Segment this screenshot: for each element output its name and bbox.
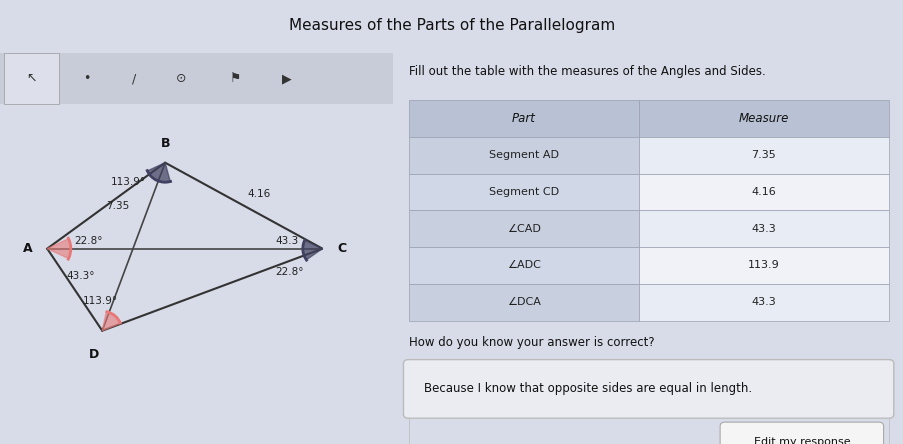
Wedge shape <box>303 240 322 260</box>
Text: 43.3: 43.3 <box>750 297 776 307</box>
Text: 7.35: 7.35 <box>750 150 776 160</box>
Text: A: A <box>23 242 33 255</box>
FancyBboxPatch shape <box>638 100 888 137</box>
Text: 43.3°: 43.3° <box>67 271 95 281</box>
FancyBboxPatch shape <box>638 137 888 174</box>
FancyBboxPatch shape <box>408 210 638 247</box>
FancyBboxPatch shape <box>638 247 888 284</box>
Text: 4.16: 4.16 <box>247 189 271 199</box>
Text: Measure: Measure <box>738 112 788 125</box>
Text: 4.16: 4.16 <box>750 187 776 197</box>
Text: B: B <box>160 137 170 150</box>
Text: ⊙: ⊙ <box>175 72 186 85</box>
Text: /: / <box>132 72 135 85</box>
Text: Because I know that opposite sides are equal in length.: Because I know that opposite sides are e… <box>424 382 751 396</box>
Text: Segment AD: Segment AD <box>489 150 558 160</box>
FancyBboxPatch shape <box>638 284 888 321</box>
FancyBboxPatch shape <box>408 100 638 137</box>
Text: C: C <box>337 242 346 255</box>
Text: How do you know your answer is correct?: How do you know your answer is correct? <box>408 336 654 349</box>
Text: •: • <box>83 72 90 85</box>
Wedge shape <box>47 239 70 258</box>
Text: 43.3: 43.3 <box>275 236 298 246</box>
Text: ▶: ▶ <box>282 72 292 85</box>
FancyBboxPatch shape <box>408 284 638 321</box>
Text: ↖: ↖ <box>26 72 37 85</box>
Text: ∠CAD: ∠CAD <box>507 224 540 234</box>
Text: Part: Part <box>511 112 535 125</box>
FancyBboxPatch shape <box>638 174 888 210</box>
FancyBboxPatch shape <box>403 360 893 418</box>
Text: Segment CD: Segment CD <box>489 187 558 197</box>
FancyBboxPatch shape <box>0 53 393 104</box>
Text: Edit my response: Edit my response <box>753 436 849 444</box>
Text: 22.8°: 22.8° <box>275 267 303 277</box>
FancyBboxPatch shape <box>408 137 638 174</box>
Text: 113.9°: 113.9° <box>82 297 117 306</box>
Wedge shape <box>102 312 120 331</box>
Text: 7.35: 7.35 <box>107 201 129 210</box>
Wedge shape <box>147 163 170 182</box>
FancyBboxPatch shape <box>638 210 888 247</box>
Text: 43.3: 43.3 <box>750 224 776 234</box>
FancyBboxPatch shape <box>408 418 888 444</box>
Text: ∠DCA: ∠DCA <box>507 297 540 307</box>
FancyBboxPatch shape <box>4 53 59 104</box>
Text: 113.9: 113.9 <box>747 261 779 270</box>
FancyBboxPatch shape <box>408 247 638 284</box>
Text: D: D <box>89 348 99 361</box>
Text: ⚑: ⚑ <box>230 72 241 85</box>
FancyBboxPatch shape <box>720 422 882 444</box>
FancyBboxPatch shape <box>408 174 638 210</box>
Text: 22.8°: 22.8° <box>75 236 103 246</box>
Text: Fill out the table with the measures of the Angles and Sides.: Fill out the table with the measures of … <box>408 65 765 78</box>
Text: 113.9°: 113.9° <box>110 177 145 187</box>
Text: ∠ADC: ∠ADC <box>507 261 540 270</box>
Text: Measures of the Parts of the Parallelogram: Measures of the Parts of the Parallelogr… <box>289 18 614 33</box>
